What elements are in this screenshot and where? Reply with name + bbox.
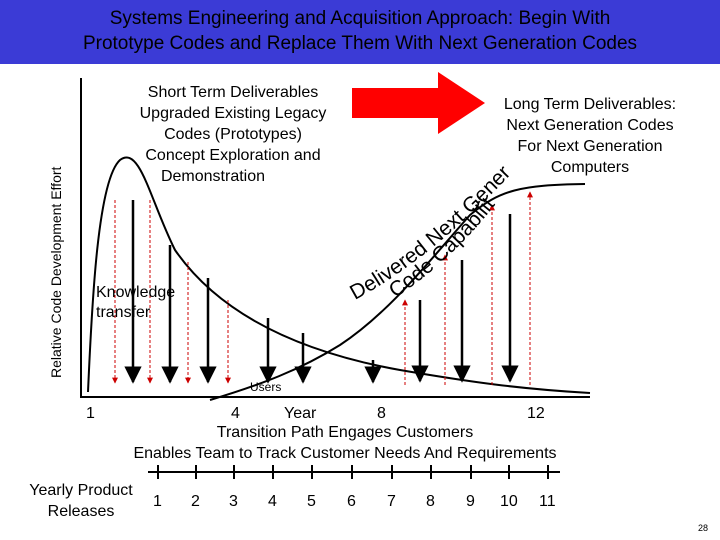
yearly-product-releases-label: Yearly Product Releases bbox=[20, 480, 142, 522]
year-tick-8: 8 bbox=[377, 405, 386, 422]
legacy-code-effort-curve bbox=[87, 156, 591, 394]
short-term-line: Concept Exploration and bbox=[145, 147, 321, 164]
knowledge-line: Knowledge bbox=[96, 284, 176, 301]
transition-path-text: Transition Path Engages Customers bbox=[216, 424, 474, 441]
title-line-2: Prototype Codes and Replace Them With Ne… bbox=[82, 33, 638, 54]
short-term-line: Codes (Prototypes) bbox=[164, 126, 302, 143]
next-gen-dashed-arrows bbox=[402, 191, 533, 385]
year-tick-4: 4 bbox=[231, 405, 240, 422]
release-number: 3 bbox=[229, 493, 238, 510]
short-term-line: Short Term Deliverables bbox=[147, 84, 319, 101]
next-gen-solid-arrows bbox=[364, 214, 519, 384]
release-number: 7 bbox=[387, 493, 396, 510]
release-number: 11 bbox=[539, 493, 556, 510]
enables-team-text: Enables Team to Track Customer Needs And… bbox=[133, 445, 557, 462]
next-generation-effort-curve bbox=[209, 183, 586, 401]
release-number: 5 bbox=[307, 493, 316, 510]
long-term-deliverables-text: Long Term Deliverables: Next Generation … bbox=[480, 94, 700, 178]
legacy-dashed-arrows bbox=[112, 200, 231, 384]
long-term-line: For Next Generation bbox=[517, 138, 663, 155]
release-number: 4 bbox=[268, 493, 277, 510]
legacy-solid-arrows bbox=[124, 200, 312, 384]
long-term-line: Computers bbox=[550, 159, 630, 176]
long-term-line: Long Term Deliverables: bbox=[503, 96, 677, 113]
knowledge-transfer-label: Knowledge transfer bbox=[96, 283, 175, 323]
short-term-line: Upgraded Existing Legacy bbox=[139, 105, 327, 122]
y-axis-label: Relative Code Development Effort bbox=[48, 166, 64, 378]
slide-header: Systems Engineering and Acquisition Appr… bbox=[0, 0, 720, 64]
release-number: 1 bbox=[153, 493, 162, 510]
release-number: 9 bbox=[466, 493, 475, 510]
releases-label-line1: Yearly Product bbox=[29, 482, 133, 499]
releases-label-line2: Releases bbox=[47, 503, 115, 520]
users-label: Users bbox=[250, 380, 282, 394]
long-term-line: Next Generation Codes bbox=[506, 117, 674, 134]
release-number: 10 bbox=[500, 493, 518, 510]
title-line-1: Systems Engineering and Acquisition Appr… bbox=[109, 8, 611, 29]
year-axis-label: Year bbox=[284, 405, 317, 422]
release-number: 8 bbox=[426, 493, 435, 510]
short-term-deliverables-text: Short Term Deliverables Upgraded Existin… bbox=[118, 82, 348, 187]
year-tick-1: 1 bbox=[86, 405, 95, 422]
page-number: 28 bbox=[698, 523, 709, 533]
releases-timeline-ticks bbox=[157, 465, 549, 479]
release-number: 6 bbox=[347, 493, 356, 510]
short-term-line: Demonstration bbox=[160, 168, 266, 185]
red-arrow-shape bbox=[352, 72, 485, 134]
year-tick-12: 12 bbox=[527, 405, 545, 422]
transfer-line: transfer bbox=[96, 304, 151, 321]
release-number: 2 bbox=[191, 493, 200, 510]
